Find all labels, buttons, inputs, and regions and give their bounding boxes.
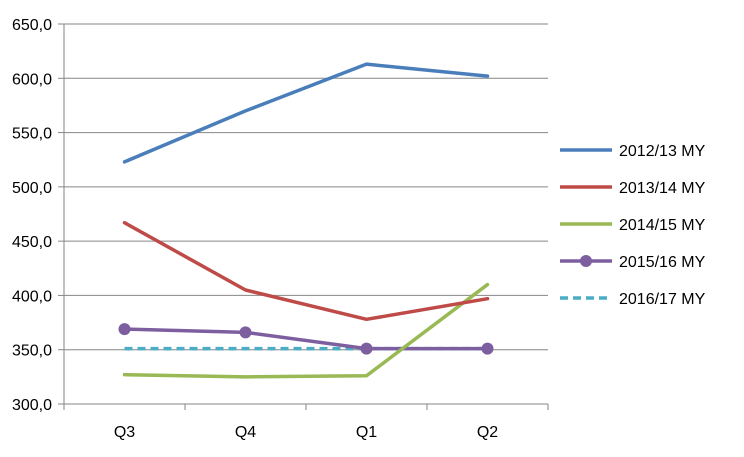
legend-label: 2012/13 MY (619, 143, 706, 160)
y-tick-label: 300,0 (12, 397, 52, 414)
legend-label: 2016/17 MY (619, 291, 706, 308)
data-point-marker (118, 323, 131, 336)
y-tick-label: 650,0 (12, 17, 52, 34)
series-line (122, 327, 490, 351)
series-layer (118, 62, 494, 379)
x-tick-label: Q1 (356, 424, 377, 441)
y-axis-ticks: 300,0 350,0 400,0 450,0 500,0 550,0 600,0 650,0 (12, 17, 52, 414)
data-point-marker (239, 326, 252, 339)
axes (58, 23, 549, 410)
data-point-marker (360, 342, 373, 355)
data-point-marker (481, 342, 494, 355)
y-tick-label: 400,0 (12, 288, 52, 305)
series-line (122, 282, 490, 379)
y-tick-label: 450,0 (12, 234, 52, 251)
x-axis-ticks: Q3 Q4 Q1 Q2 (114, 424, 498, 441)
legend-label: 2015/16 MY (619, 254, 706, 271)
legend-label: 2014/15 MY (619, 217, 706, 234)
y-tick-label: 600,0 (12, 71, 52, 88)
x-tick-label: Q3 (114, 424, 135, 441)
legend-label: 2013/14 MY (619, 180, 706, 197)
legend-marker (580, 255, 592, 267)
y-tick-label: 550,0 (12, 126, 52, 143)
x-tick-label: Q4 (235, 424, 256, 441)
series-line (122, 220, 490, 322)
y-tick-label: 500,0 (12, 180, 52, 197)
x-tick-label: Q2 (477, 424, 498, 441)
y-tick-label: 350,0 (12, 343, 52, 360)
series-line (122, 62, 490, 164)
legend: 2012/13 MY 2013/14 MY 2014/15 MY 2015/16 MY… (560, 143, 706, 308)
